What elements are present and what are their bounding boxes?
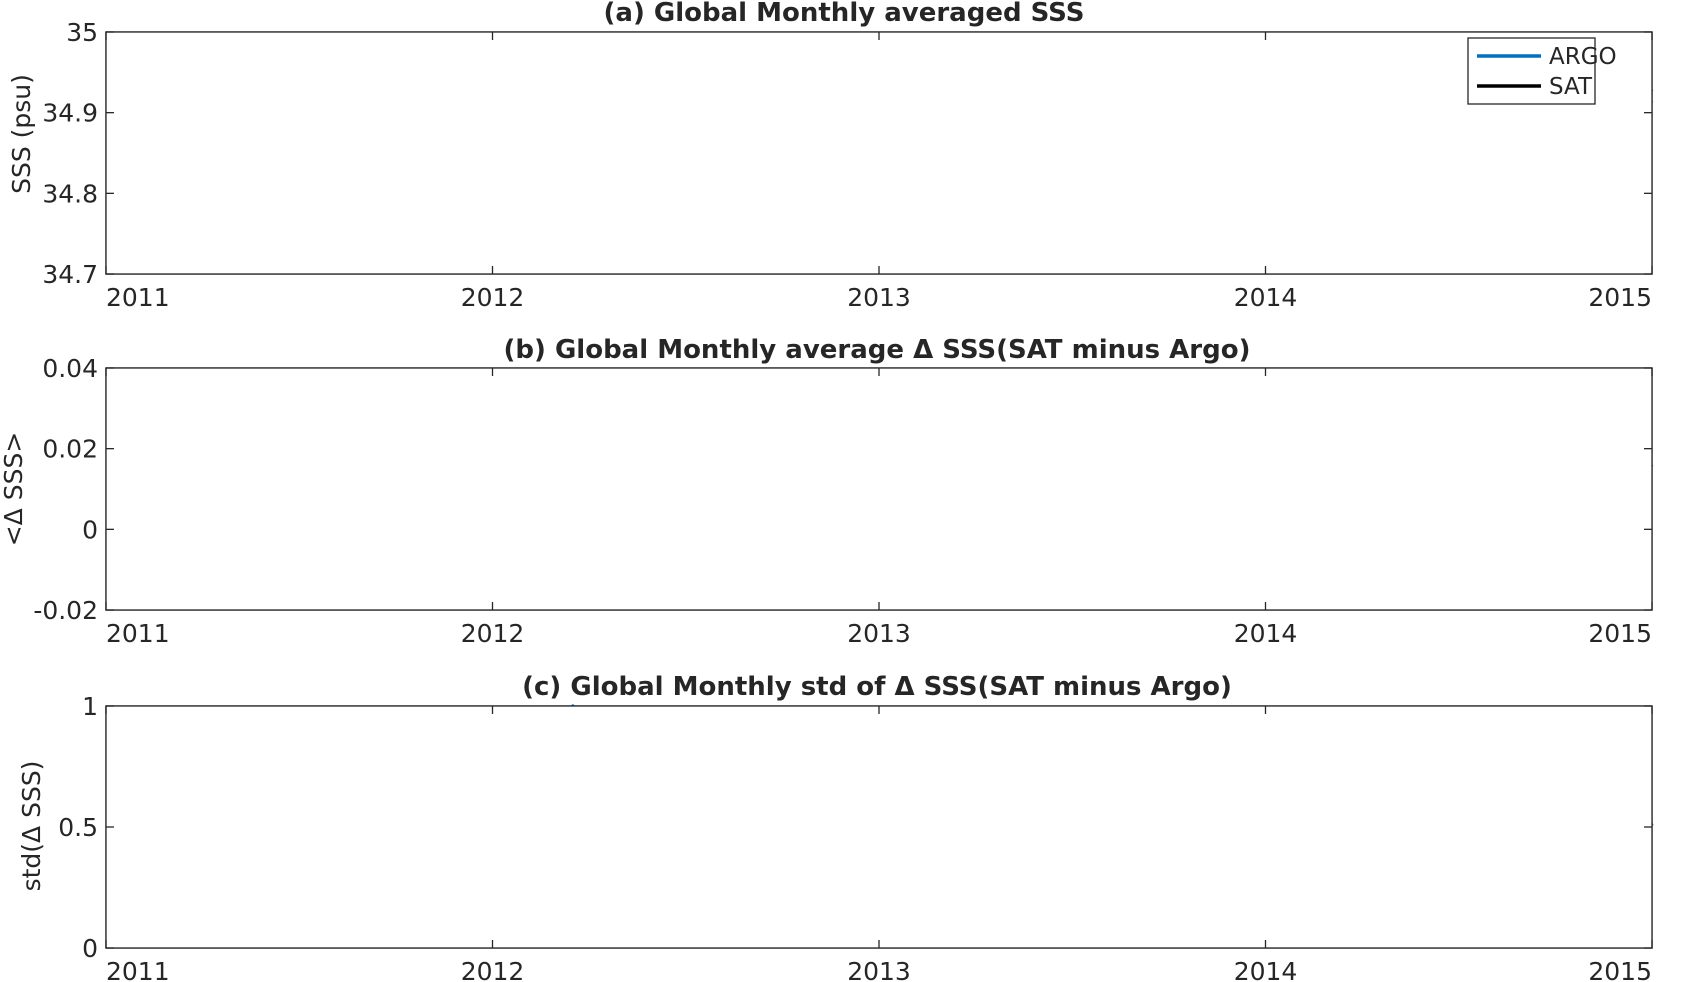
panel-c-plot: 2011 2012 2013 2014 2015 0 0.5 1 — [58, 692, 1654, 982]
panel-c-x-tick-label: 2013 — [847, 957, 911, 982]
panel-a-x-tick-label: 2011 — [106, 283, 170, 312]
panel-a-y-tick-label: 35 — [66, 18, 98, 47]
panel-c-x-tick-label: 2014 — [1234, 957, 1298, 982]
legend-label-sat: SAT — [1549, 74, 1593, 100]
panel-a-axes-frame — [105, 31, 1653, 275]
panel-a-x-tick-label: 2015 — [1588, 283, 1652, 312]
panel-b-y-tick-label: 0.04 — [42, 354, 98, 383]
legend: ARGO SAT — [1467, 37, 1617, 105]
panel-a-ylabel: SSS (psu) — [7, 74, 36, 194]
panel-b-axes-frame — [105, 367, 1653, 611]
panel-a-y-tick-label: 34.9 — [42, 99, 98, 128]
panel-a-x-tick-label: 2014 — [1234, 283, 1298, 312]
panel-c: (c) Global Monthly std of Δ SSS(SAT minu… — [17, 672, 1654, 982]
panel-a-plot: 2011 2012 2013 2014 2015 34.7 34.8 34.9 35 — [42, 18, 1654, 312]
panel-c-title: (c) Global Monthly std of Δ SSS(SAT minu… — [522, 672, 1232, 702]
legend-box — [1467, 37, 1596, 105]
panel-c-x-tick-label: 2012 — [461, 957, 525, 982]
panel-b-x-tick-label: 2014 — [1234, 619, 1298, 648]
panel-a-x-tick-label: 2012 — [461, 283, 525, 312]
panel-c-x-tick-label: 2011 — [106, 957, 170, 982]
panel-b-y-tick-label: -0.02 — [33, 596, 98, 625]
panel-b-x-tick-label: 2015 — [1588, 619, 1652, 648]
panel-b-y-tick-label: 0 — [82, 515, 98, 544]
panel-b-x-tick-label: 2013 — [847, 619, 911, 648]
panel-c-axes-frame — [105, 705, 1653, 949]
panel-a: (a) Global Monthly averaged SSS SSS (psu… — [7, 0, 1654, 312]
panel-b-title: (b) Global Monthly average Δ SSS(SAT min… — [504, 335, 1251, 365]
panel-b-x-tick-label: 2012 — [461, 619, 525, 648]
panel-c-ylabel: std(Δ SSS) — [17, 761, 46, 892]
panel-a-y-tick-label: 34.7 — [42, 260, 98, 289]
panel-c-x-tick-label: 2015 — [1588, 957, 1652, 982]
panel-b-y-tick-label: 0.02 — [42, 435, 98, 464]
panel-c-y-tick-label: 0.5 — [58, 813, 98, 842]
panel-b-ylabel: <Δ SSS> — [0, 432, 28, 547]
panel-c-y-tick-label: 0 — [82, 934, 98, 963]
panel-b-plot: 2011 2012 2013 2014 2015 -0.02 0 0.02 0.04 — [33, 354, 1654, 648]
panel-b-x-tick-label: 2011 — [106, 619, 170, 648]
panel-c-y-tick-label: 1 — [82, 692, 98, 721]
panel-a-x-tick-label: 2013 — [847, 283, 911, 312]
panel-a-title: (a) Global Monthly averaged SSS — [604, 0, 1085, 28]
legend-label-argo: ARGO — [1549, 44, 1617, 70]
panel-a-y-tick-label: 34.8 — [42, 179, 98, 208]
panel-b: (b) Global Monthly average Δ SSS(SAT min… — [0, 335, 1654, 648]
